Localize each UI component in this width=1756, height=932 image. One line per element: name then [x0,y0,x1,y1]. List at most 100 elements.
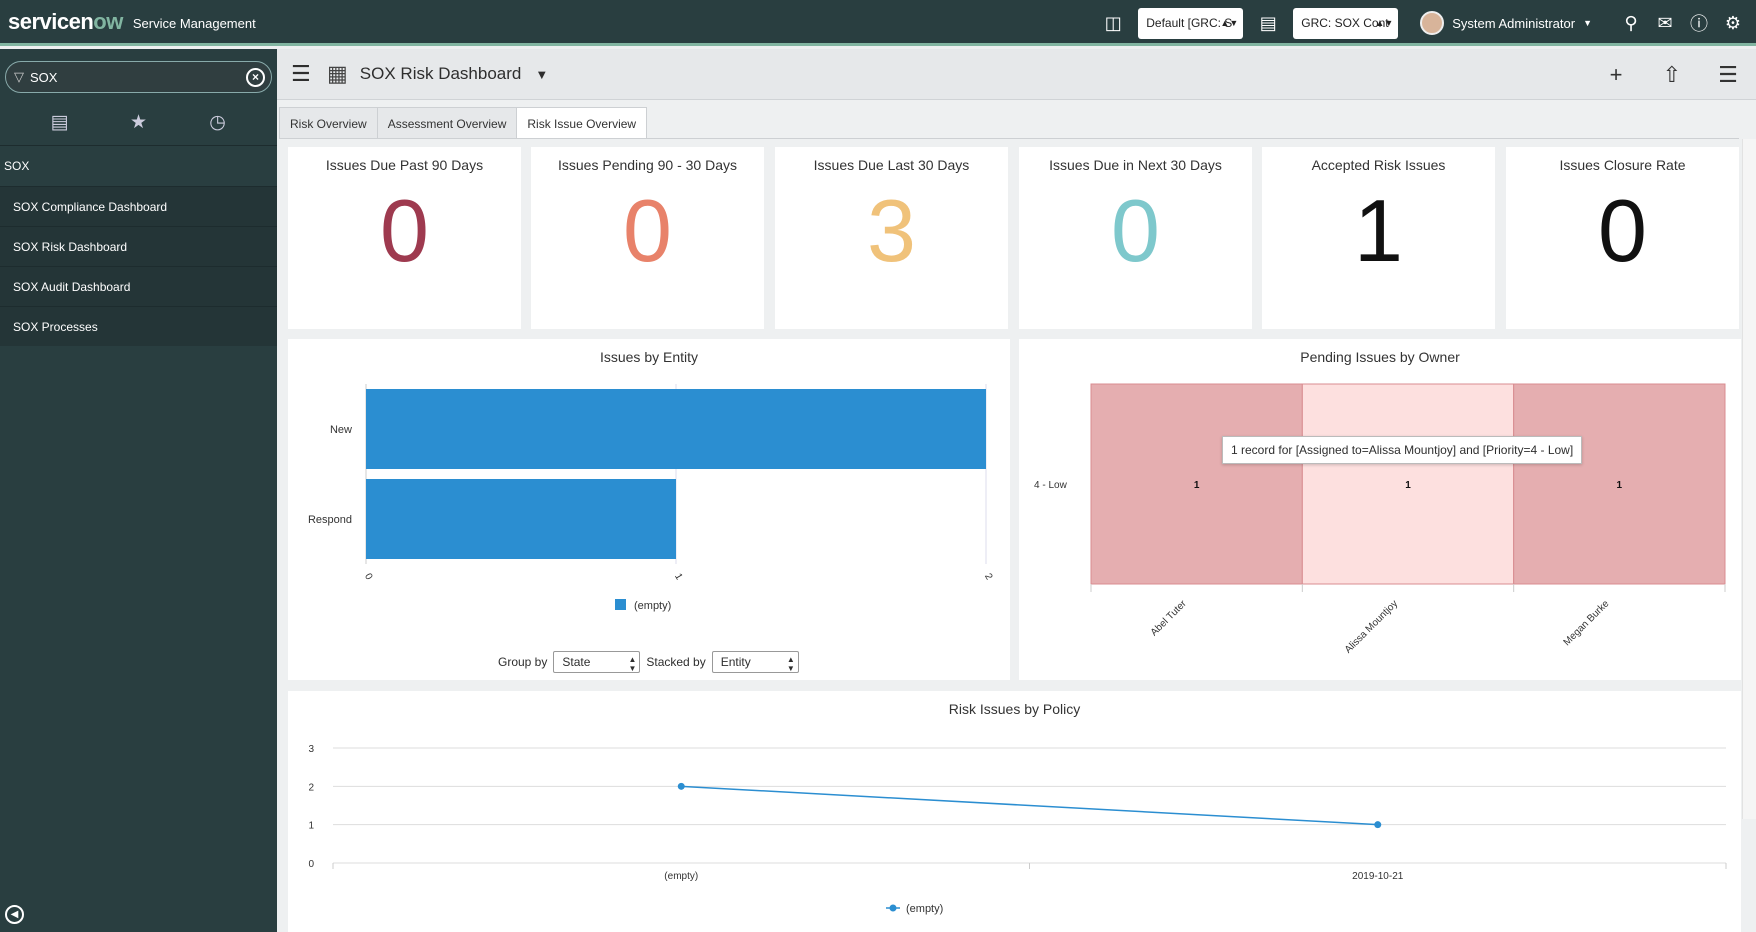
page-scrollbar[interactable] [1742,139,1756,819]
star-icon[interactable]: ★ [129,112,148,133]
nav-item-sox-risk-dashboard[interactable]: SOX Risk Dashboard [0,226,277,266]
pending-issues-by-owner-panel: Pending Issues by Owner 1 Abel Tuter 1 Alis… [1019,339,1741,680]
legend-label: (empty) [906,903,943,915]
archive-icon[interactable]: ▤ [50,112,69,133]
risk-issues-line-chart: 0 1 2 3 (empty) 2019-10-21 (empty) [308,744,1727,915]
kpi-value[interactable]: 0 [623,181,672,280]
clear-icon[interactable]: × [246,68,265,87]
y-category-label: New [330,424,352,436]
navigator-sidebar: ▽ SOX × ▤ ★ ◷ SOX SOX Compliance Dashboa… [0,49,277,932]
heatmap-tooltip: 1 record for [Assigned to=Alissa Mountjo… [1222,436,1583,464]
share-icon[interactable]: ⇧ [1662,61,1682,87]
kpi-title: Issues Due in Next 30 Days [1049,157,1222,173]
kpi-title: Issues Closure Rate [1559,157,1686,173]
heatmap-cell [1513,383,1726,585]
product-name: Service Management [132,15,256,31]
issues-by-entity-chart: 0 1 2 New Respond (empty) [308,384,995,612]
kpi-tile[interactable]: Issues Due Past 90 Days 0 [288,147,521,329]
tab-risk-overview[interactable]: Risk Overview [279,107,377,139]
heatmap-cell-value: 1 [1194,480,1200,491]
top-header: servicenow Service Management ◫ Default … [0,0,1756,46]
heatmap-cell [1090,383,1303,585]
gear-icon[interactable]: ⚙ [1724,12,1742,33]
x-tick-label: 1 [672,572,685,583]
kpi-tile[interactable]: Issues Closure Rate 0 [1506,147,1739,329]
nav-item-sox-compliance-dashboard[interactable]: SOX Compliance Dashboard [0,186,277,226]
issues-by-entity-panel: Issues by Entity 0 1 2 New Respond (empty) Gr… [288,339,1010,680]
series-line [681,785,1378,826]
kpi-value[interactable]: 3 [867,181,916,280]
y-tick-label: 2 [308,782,314,793]
navigator-filter-input[interactable]: ▽ SOX × [5,61,272,93]
chat-icon[interactable]: ✉ [1657,12,1673,33]
filter-settings-icon[interactable]: ☰ [1718,61,1738,87]
chevron-down-icon: ▼ [1583,18,1592,28]
risk-issues-by-policy-panel: Risk Issues by Policy 0 1 2 3 (empty) 2019-10… [288,691,1741,932]
kpi-value[interactable]: 0 [380,181,429,280]
kpi-title: Issues Due Last 30 Days [813,157,970,173]
nav-item-sox-audit-dashboard[interactable]: SOX Audit Dashboard [0,266,277,306]
legend-swatch [615,599,626,610]
help-icon[interactable]: ⓘ [1690,14,1708,34]
kpi-value[interactable]: 0 [1598,181,1647,280]
tab-risk-issue-overview[interactable]: Risk Issue Overview [516,107,648,139]
chart-title: Pending Issues by Owner [1300,349,1460,365]
menu-icon[interactable]: ☰ [291,61,311,86]
filter-icon: ▽ [14,69,24,84]
user-name: System Administrator [1452,15,1576,31]
x-category-label: Alissa Mountjoy [1343,598,1400,655]
legend-label: (empty) [634,600,671,612]
x-tick-label: 2019-10-21 [1352,871,1404,882]
y-tick-label: 1 [308,821,314,832]
nav-section-title[interactable]: SOX [4,159,30,173]
tab-assessment-overview[interactable]: Assessment Overview [376,107,517,139]
nav-item-sox-processes[interactable]: SOX Processes [0,306,277,346]
y-category-label: 4 - Low [1034,480,1068,491]
kpi-value[interactable]: 0 [1111,181,1160,280]
heatmap-cell [1301,383,1515,585]
kpi-tile[interactable]: Issues Due in Next 30 Days 0 [1019,147,1252,329]
stacked-by-select[interactable]: Entity ▲ ▼ [711,651,799,673]
avatar [1420,11,1445,35]
bar [366,479,676,559]
y-tick-label: 3 [308,744,314,755]
dashboard-tabs: Risk Overview Assessment Overview Risk I… [279,107,648,139]
servicenow-logo[interactable]: servicenow [8,8,123,34]
clock-icon[interactable]: ◷ [209,112,226,133]
application-select[interactable]: GRC: SOX Cont ▲▼ [1293,7,1399,39]
chart-grouping-controls: Group by State ▲ ▼ Stacked by Entity ▲ ▼ [498,651,805,673]
x-category-label: Abel Tuter [1149,598,1189,638]
x-tick-label: 0 [362,572,375,583]
kpi-tile[interactable]: Issues Due Last 30 Days 3 [775,147,1008,329]
stacked-by-label: Stacked by [646,655,706,669]
heatmap-cell-value: 1 [1617,480,1623,491]
dashboard-dropdown-icon[interactable]: ▼ [535,66,549,82]
collapse-navigator-icon[interactable]: ◀ [5,905,24,924]
kpi-tile[interactable]: Issues Pending 90 - 30 Days 0 [531,147,764,329]
heatmap-cell-value: 1 [1405,480,1411,491]
data-point [1374,821,1382,829]
user-menu[interactable]: System Administrator ▼ [1420,11,1592,35]
dashboard-header: ☰ ▦ SOX Risk Dashboard ▼ + ⇧ ☰ [277,49,1756,100]
kpi-title: Accepted Risk Issues [1311,157,1446,173]
add-icon[interactable]: + [1609,61,1623,87]
group-by-select[interactable]: State ▲ ▼ [553,651,641,673]
application-icon: ▤ [1259,12,1277,33]
tab-divider [279,138,1739,139]
kpi-value[interactable]: 1 [1354,181,1403,280]
data-point [677,782,685,790]
domain-icon: ◫ [1104,12,1122,33]
y-tick-label: 0 [308,859,314,870]
y-category-label: Respond [308,514,352,526]
filter-value: SOX [30,69,58,85]
dashboard-title[interactable]: SOX Risk Dashboard [359,64,522,83]
chart-title: Issues by Entity [599,349,699,365]
x-tick-label: 2 [982,572,995,583]
domain-select[interactable]: Default [GRC: S ▲▼ [1138,7,1244,39]
search-icon[interactable]: ⚲ [1624,12,1638,33]
grid-icon[interactable]: ▦ [327,61,348,86]
pending-issues-heatmap: 1 Abel Tuter 1 Alissa Mountjoy 1 Megan Burke 4… [1034,383,1726,656]
group-by-label: Group by [498,655,548,669]
kpi-title: Issues Pending 90 - 30 Days [558,157,737,173]
kpi-tile[interactable]: Accepted Risk Issues 1 [1262,147,1495,329]
